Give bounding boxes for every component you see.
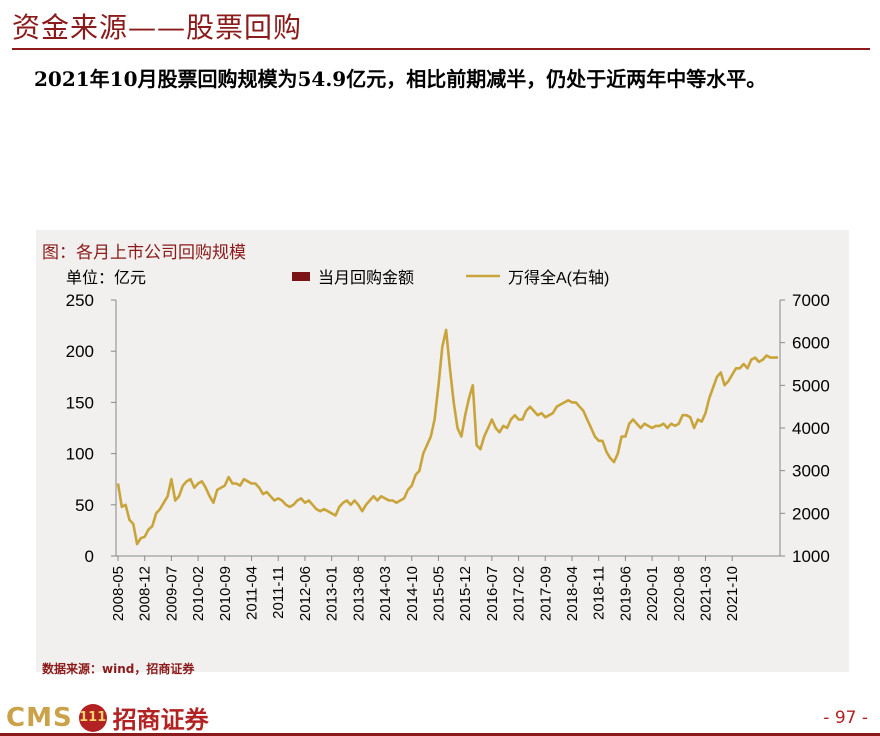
left-tick-label: 250 — [66, 291, 94, 310]
x-tick-label: 2011-11 — [270, 566, 287, 619]
left-tick-label: 50 — [75, 496, 94, 515]
figure-source: 数据来源：wind，招商证券 — [42, 662, 195, 676]
logo-badge-icon: 111 — [78, 703, 107, 732]
x-tick-label: 2012-06 — [297, 566, 314, 621]
footer-divider — [0, 733, 880, 736]
page-number: - 97 - — [823, 708, 868, 728]
x-tick-label: 2020-01 — [644, 566, 661, 621]
x-tick-label: 2014-03 — [377, 566, 394, 621]
left-tick-label: 0 — [85, 547, 94, 566]
right-tick-label: 1000 — [792, 547, 830, 566]
unit-label: 单位：亿元 — [66, 269, 146, 287]
chart-panel — [36, 230, 849, 672]
left-tick-label: 100 — [66, 445, 94, 464]
x-tick-label: 2008-12 — [137, 566, 154, 621]
x-tick-label: 2018-11 — [591, 566, 608, 620]
x-tick-label: 2020-08 — [671, 566, 688, 621]
x-tick-label: 2017-02 — [511, 566, 528, 621]
wind-all-a-line — [116, 328, 778, 546]
logo-company-name: 招商证券 — [112, 706, 209, 734]
legend-line-label: 万得全A(右轴) — [508, 269, 609, 287]
right-tick-label: 6000 — [792, 334, 830, 353]
left-tick-label: 200 — [66, 342, 94, 361]
x-tick-label: 2014-10 — [404, 566, 421, 621]
x-tick-label: 2010-09 — [217, 566, 234, 621]
right-tick-label: 3000 — [792, 462, 830, 481]
x-tick-label: 2008-05 — [110, 566, 127, 621]
x-tick-label: 2019-06 — [617, 566, 634, 621]
x-tick-label: 2021-03 — [698, 566, 715, 621]
x-tick-label: 2010-02 — [190, 566, 207, 621]
legend-bar-swatch — [292, 272, 310, 281]
x-tick-label: 2013-08 — [350, 566, 367, 621]
logo-text: CMS — [6, 702, 73, 733]
x-tick-label: 2013-01 — [324, 566, 341, 621]
page-title: 资金来源——股票回购 — [12, 11, 303, 44]
right-tick-label: 7000 — [792, 291, 830, 310]
x-tick-label: 2016-07 — [484, 566, 501, 621]
legend-bar-label: 当月回购金额 — [318, 269, 414, 287]
cms-logo: CMS 111 招商证券 — [6, 700, 209, 735]
right-tick-label: 4000 — [792, 419, 830, 438]
page-subtitle: 2021年10月股票回购规模为54.9亿元，相比前期减半，仍处于近两年中等水平。 — [34, 67, 767, 91]
figure-title: 图：各月上市公司回购规模 — [42, 243, 246, 263]
x-tick-label: 2021-10 — [724, 566, 741, 621]
x-tick-label: 2011-04 — [244, 566, 261, 620]
x-tick-label: 2018-04 — [564, 566, 581, 621]
title-divider — [12, 48, 870, 50]
x-tick-label: 2015-05 — [430, 566, 447, 621]
right-tick-label: 2000 — [792, 504, 830, 523]
x-tick-label: 2017-09 — [537, 566, 554, 621]
right-tick-label: 5000 — [792, 376, 830, 395]
left-tick-label: 150 — [66, 393, 94, 412]
x-tick-label: 2009-07 — [163, 566, 180, 621]
x-tick-label: 2015-12 — [457, 566, 474, 621]
